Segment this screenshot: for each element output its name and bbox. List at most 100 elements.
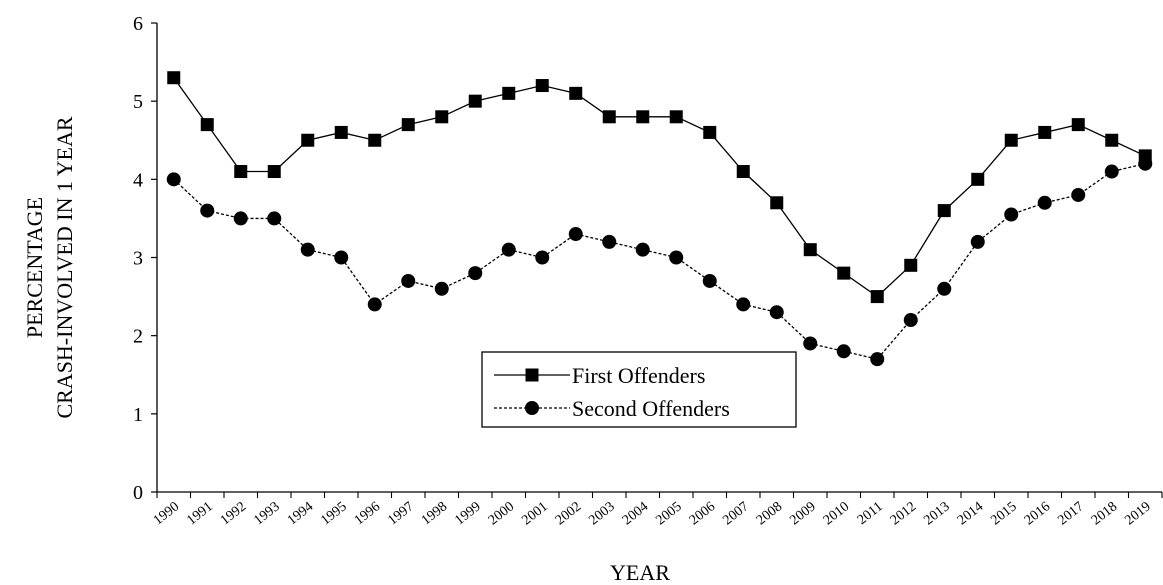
data-point-circle bbox=[937, 281, 952, 296]
y-tick-label: 6 bbox=[133, 13, 143, 35]
y-tick-label: 5 bbox=[133, 91, 143, 113]
data-point-circle bbox=[434, 281, 449, 296]
series-line bbox=[173, 77, 1146, 298]
data-point-square bbox=[602, 110, 616, 124]
data-point-square bbox=[636, 110, 650, 124]
x-tick-label: 2010 bbox=[821, 499, 852, 528]
data-point-circle bbox=[334, 250, 349, 265]
data-point-square bbox=[803, 243, 817, 257]
data-point-circle bbox=[300, 242, 315, 257]
x-tick-label: 1994 bbox=[285, 499, 316, 528]
data-point-circle bbox=[267, 211, 282, 226]
x-tick-label: 1992 bbox=[218, 499, 249, 528]
series-line bbox=[173, 163, 1146, 360]
data-point-circle bbox=[200, 203, 215, 218]
data-point-square bbox=[569, 86, 583, 100]
data-point-square bbox=[703, 125, 717, 139]
data-point-circle bbox=[870, 352, 885, 367]
data-point-square bbox=[368, 133, 382, 147]
x-tick-label: 2000 bbox=[486, 499, 517, 528]
legend-marker-square bbox=[525, 368, 539, 382]
series-2 bbox=[166, 156, 1153, 367]
data-point-circle bbox=[903, 313, 918, 328]
x-tick-label: 2005 bbox=[653, 499, 684, 528]
data-point-square bbox=[870, 290, 884, 304]
x-tick-label: 1998 bbox=[419, 499, 450, 528]
data-point-circle bbox=[1004, 207, 1019, 222]
data-point-circle bbox=[535, 250, 550, 265]
x-axis-title: YEAR bbox=[610, 560, 670, 585]
data-point-square bbox=[334, 125, 348, 139]
y-tick-label: 0 bbox=[133, 482, 143, 504]
data-point-square bbox=[971, 172, 985, 186]
data-point-square bbox=[669, 110, 683, 124]
y-axis-ticks: 0 1 2 3 4 5 6 bbox=[133, 13, 157, 504]
y-tick-label: 1 bbox=[133, 404, 143, 426]
data-point-square bbox=[200, 118, 214, 132]
x-tick-label: 2018 bbox=[1089, 499, 1120, 528]
x-tick-label: 1996 bbox=[352, 499, 383, 528]
data-point-circle bbox=[669, 250, 684, 265]
legend: First Offenders Second Offenders bbox=[481, 351, 797, 428]
x-tick-label: 2001 bbox=[519, 499, 550, 528]
y-tick-label: 3 bbox=[133, 248, 143, 270]
data-point-circle bbox=[1037, 195, 1052, 210]
data-point-circle bbox=[769, 305, 784, 320]
data-point-circle bbox=[602, 234, 617, 249]
data-point-square bbox=[1105, 133, 1119, 147]
data-point-square bbox=[736, 165, 750, 179]
legend-label: First Offenders bbox=[572, 363, 705, 388]
data-point-square bbox=[468, 94, 482, 108]
x-axis-ticks: 1990 1991 1992 1993 1994 1995 1996 1997 1998 1999… bbox=[151, 492, 1163, 528]
data-point-square bbox=[1004, 133, 1018, 147]
data-point-circle bbox=[401, 273, 416, 288]
data-point-circle bbox=[736, 297, 751, 312]
y-axis-title-line: CRASH-INVOLVED IN 1 YEAR bbox=[52, 116, 77, 418]
data-point-circle bbox=[803, 336, 818, 351]
x-tick-label: 2008 bbox=[754, 499, 785, 528]
x-tick-label: 2009 bbox=[787, 499, 818, 528]
x-tick-label: 1991 bbox=[184, 499, 215, 528]
x-tick-label: 2019 bbox=[1122, 499, 1153, 528]
x-tick-label: 2012 bbox=[888, 499, 919, 528]
data-point-square bbox=[435, 110, 449, 124]
x-tick-label: 2016 bbox=[1022, 499, 1053, 528]
x-tick-label: 2003 bbox=[586, 499, 617, 528]
data-point-circle bbox=[501, 242, 516, 257]
data-point-square bbox=[267, 165, 281, 179]
data-point-circle bbox=[367, 297, 382, 312]
data-point-circle bbox=[635, 242, 650, 257]
data-point-square bbox=[937, 204, 951, 218]
x-tick-label: 2013 bbox=[921, 499, 952, 528]
series-layer bbox=[166, 71, 1153, 367]
data-point-circle bbox=[233, 211, 248, 226]
data-point-circle bbox=[468, 266, 483, 281]
legend-marker-circle bbox=[525, 401, 539, 415]
data-point-square bbox=[1038, 125, 1052, 139]
x-tick-label: 2015 bbox=[988, 499, 1019, 528]
y-axis-title-line: PERCENTAGE bbox=[22, 197, 47, 338]
data-point-square bbox=[535, 79, 549, 93]
x-tick-label: 1995 bbox=[318, 499, 349, 528]
x-tick-label: 2014 bbox=[955, 499, 986, 528]
y-tick-label: 4 bbox=[133, 169, 143, 191]
x-tick-label: 2017 bbox=[1055, 499, 1086, 528]
x-tick-label: 1999 bbox=[452, 499, 483, 528]
x-tick-label: 2002 bbox=[553, 499, 584, 528]
data-point-square bbox=[401, 118, 415, 132]
data-point-circle bbox=[970, 234, 985, 249]
y-tick-label: 2 bbox=[133, 326, 143, 348]
data-point-square bbox=[301, 133, 315, 147]
legend-label: Second Offenders bbox=[572, 396, 730, 421]
legend-box bbox=[481, 351, 797, 428]
data-point-circle bbox=[1138, 156, 1153, 171]
data-point-circle bbox=[1071, 187, 1086, 202]
data-point-square bbox=[234, 165, 248, 179]
series-1 bbox=[167, 71, 1152, 304]
x-tick-label: 2007 bbox=[720, 499, 751, 528]
x-tick-label: 1990 bbox=[151, 499, 182, 528]
x-tick-label: 1997 bbox=[385, 499, 416, 528]
data-point-square bbox=[770, 196, 784, 210]
data-point-circle bbox=[702, 273, 717, 288]
